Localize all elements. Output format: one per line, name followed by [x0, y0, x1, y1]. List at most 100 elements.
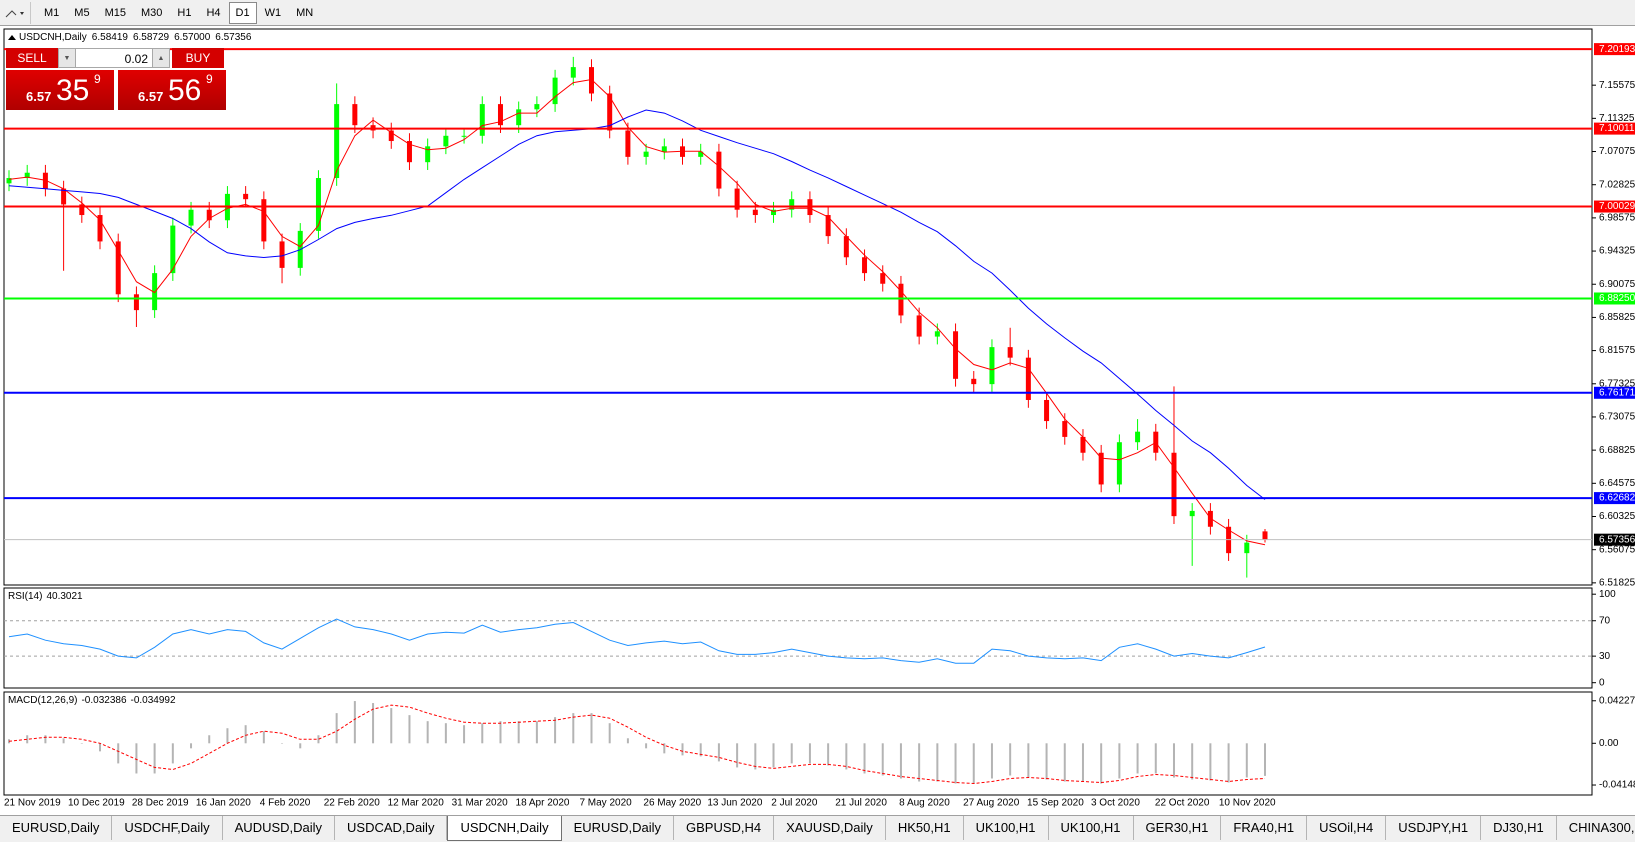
macd-bar: [463, 725, 466, 744]
candle-body: [734, 188, 740, 210]
macd-bar: [26, 735, 29, 744]
candle-body: [716, 151, 722, 189]
macd-bar: [918, 743, 921, 782]
candle-body: [352, 104, 358, 126]
macd-bar: [99, 743, 102, 752]
candle-body: [61, 188, 67, 205]
timeframe-button[interactable]: M1: [44, 6, 60, 19]
macd-bar: [899, 743, 902, 779]
chart-tab[interactable]: EURUSD,Daily: [562, 816, 674, 840]
level-label-box: [1594, 43, 1635, 56]
macd-bar: [1100, 743, 1103, 784]
chart-tab[interactable]: AUDUSD,Daily: [223, 816, 336, 840]
candle-body: [479, 104, 485, 136]
bid-price[interactable]: 6.57 35 9: [6, 70, 114, 110]
chart-tab[interactable]: USDCAD,Daily: [335, 816, 448, 840]
macd-bar: [772, 743, 775, 768]
timeframe-button[interactable]: M15: [104, 6, 126, 19]
indicator-name: RSI(14): [8, 591, 42, 602]
candle-body: [461, 135, 467, 137]
timeframe-button[interactable]: M30: [140, 6, 163, 19]
buy-button[interactable]: BUY: [172, 48, 224, 68]
macd-bar: [372, 703, 375, 744]
macd-bar: [1009, 743, 1012, 776]
chart-tab[interactable]: GER30,H1: [1134, 816, 1222, 840]
volume-input[interactable]: 0.02: [76, 48, 152, 68]
volume-up[interactable]: ▲: [152, 48, 170, 68]
x-tick-label: 12 Mar 2020: [388, 798, 445, 809]
x-tick-label: 27 Aug 2020: [963, 798, 1020, 809]
chart-tab[interactable]: DJ30,H1: [1481, 816, 1557, 840]
chart-tab[interactable]: USDCNH,Daily: [447, 816, 562, 841]
y-tick-label: 30: [1599, 651, 1611, 662]
chart-tab[interactable]: UK100,H1: [1049, 816, 1134, 840]
x-tick-label: 18 Apr 2020: [516, 798, 570, 809]
candle-body: [79, 204, 85, 216]
macd-bar: [1191, 743, 1194, 780]
macd-bar: [1045, 743, 1048, 780]
macd-bar: [1118, 743, 1121, 779]
chart-tab[interactable]: XAUUSD,Daily: [774, 816, 886, 840]
level-label-box: [1594, 386, 1635, 399]
timeframe-button[interactable]: D1: [228, 1, 257, 24]
candle-body: [1135, 431, 1141, 443]
ohlc-value: 6.58419: [92, 32, 129, 43]
x-tick-label: 4 Feb 2020: [260, 798, 311, 809]
ohlc-value: 6.58729: [133, 32, 170, 43]
chart-tab[interactable]: USDCHF,Daily: [112, 816, 223, 840]
timeframe-button[interactable]: MN: [296, 6, 314, 19]
level-label: 7.10011: [1599, 123, 1635, 134]
candle-body: [1062, 421, 1068, 437]
chart-tab[interactable]: FRA40,H1: [1221, 816, 1308, 840]
candle-body: [552, 77, 558, 105]
y-tick-label: 0.00: [1599, 738, 1619, 749]
x-tick-label: 22 Feb 2020: [324, 798, 381, 809]
macd-bar: [1245, 743, 1248, 778]
y-tick-label: 0.042275: [1599, 695, 1635, 706]
candle-body: [825, 215, 831, 237]
timeframe-button[interactable]: M5: [74, 6, 90, 19]
y-tick-label: 0: [1599, 677, 1605, 688]
macd-bar: [626, 738, 629, 744]
chart-tab[interactable]: HK50,H1: [886, 816, 964, 840]
volume-down[interactable]: ▼: [58, 48, 76, 68]
y-tick-label: 6.81575: [1599, 345, 1635, 356]
ask-price[interactable]: 6.57 56 9: [118, 70, 226, 110]
macd-bar: [44, 735, 47, 744]
x-tick-label: 8 Aug 2020: [899, 798, 950, 809]
macd-bar: [1154, 743, 1157, 774]
timeframe-button[interactable]: W1: [264, 6, 282, 19]
x-tick-label: 16 Jan 2020: [196, 798, 251, 809]
chart-tab[interactable]: USOil,H4: [1307, 816, 1387, 840]
indicator-name: MACD(12,26,9): [8, 695, 77, 706]
indicator-line: [8, 618, 1266, 664]
candle-body: [243, 193, 249, 200]
candle-body: [698, 151, 704, 157]
macd-bar: [390, 708, 393, 744]
macd-bar: [335, 713, 338, 744]
y-tick-label: 6.60325: [1599, 511, 1635, 522]
x-tick-label: 22 Oct 2020: [1155, 798, 1210, 809]
timeframe-button[interactable]: H1: [177, 6, 192, 19]
chart-tab[interactable]: UK100,H1: [964, 816, 1049, 840]
panel-frame: [3, 28, 1593, 586]
y-tick-label: 6.73075: [1599, 412, 1635, 423]
chart-tab[interactable]: USDJPY,H1: [1386, 816, 1482, 840]
candle-body: [6, 178, 12, 184]
tool-icon[interactable]: [2, 1, 31, 24]
chart-tab[interactable]: CHINA300,H1: [1557, 816, 1635, 840]
x-tick-label: 26 May 2020: [643, 798, 701, 809]
candle-body: [534, 104, 540, 110]
y-tick-label: 6.85825: [1599, 312, 1635, 323]
candle-body: [1080, 436, 1086, 453]
chart-tab[interactable]: EURUSD,Daily: [0, 816, 113, 840]
macd-bar: [681, 743, 684, 756]
candle-body: [1025, 357, 1031, 400]
sell-button[interactable]: SELL: [6, 48, 58, 68]
timeframe-button[interactable]: H4: [206, 6, 221, 19]
candle-body: [443, 135, 449, 147]
macd-bar: [535, 721, 538, 744]
chart-tab[interactable]: GBPUSD,H4: [674, 816, 775, 840]
y-tick-label: 6.56075: [1599, 544, 1635, 555]
